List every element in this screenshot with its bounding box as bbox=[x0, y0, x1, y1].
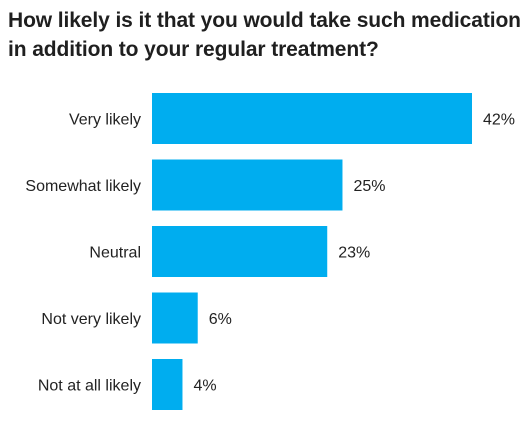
value-label: 4% bbox=[193, 378, 216, 395]
category-label: Neutral bbox=[89, 245, 141, 262]
value-label: 25% bbox=[353, 178, 385, 195]
chart-title: How likely is it that you would take suc… bbox=[8, 9, 521, 61]
bar bbox=[152, 226, 328, 277]
category-label: Not at all likely bbox=[38, 378, 141, 395]
value-label: 42% bbox=[483, 112, 515, 129]
bar bbox=[152, 93, 472, 144]
bar bbox=[152, 359, 183, 410]
bar bbox=[152, 292, 198, 344]
bar bbox=[152, 159, 343, 211]
value-label: 6% bbox=[209, 311, 232, 328]
value-label: 23% bbox=[338, 245, 370, 262]
category-label: Very likely bbox=[69, 112, 141, 129]
category-label: Somewhat likely bbox=[25, 178, 141, 195]
category-label: Not very likely bbox=[41, 311, 141, 328]
